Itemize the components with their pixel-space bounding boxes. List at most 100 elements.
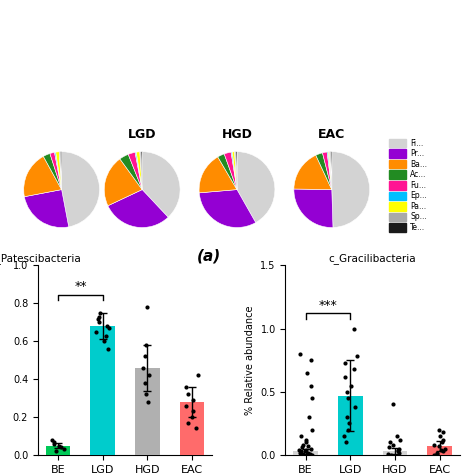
Point <box>48 436 56 444</box>
Point <box>298 432 305 440</box>
Bar <box>389 171 406 179</box>
Text: ***: *** <box>319 299 337 312</box>
Text: p_Patescibacteria: p_Patescibacteria <box>0 253 81 264</box>
Point <box>345 394 352 402</box>
Point <box>304 449 312 456</box>
Bar <box>389 181 406 190</box>
Text: Ep...: Ep... <box>410 191 427 201</box>
Wedge shape <box>236 152 237 190</box>
Point <box>389 441 397 449</box>
Point <box>296 449 304 456</box>
Bar <box>389 160 406 168</box>
Wedge shape <box>62 152 100 227</box>
Point <box>302 446 310 454</box>
Bar <box>389 223 406 232</box>
Wedge shape <box>237 152 275 223</box>
Wedge shape <box>135 152 142 190</box>
Point <box>389 401 396 408</box>
Point <box>302 436 310 444</box>
Point <box>433 450 441 457</box>
Point <box>182 383 190 391</box>
Title: HGD: HGD <box>221 128 253 141</box>
Point <box>341 359 348 366</box>
Point <box>394 447 401 455</box>
Point <box>396 436 403 444</box>
Text: Ac...: Ac... <box>410 170 427 179</box>
Wedge shape <box>331 152 332 190</box>
Point <box>184 419 192 427</box>
Wedge shape <box>128 152 142 190</box>
Point <box>50 438 57 446</box>
Point <box>57 444 65 451</box>
Wedge shape <box>294 189 333 228</box>
Text: Pa...: Pa... <box>410 202 426 211</box>
Wedge shape <box>199 190 255 228</box>
Point <box>100 337 108 345</box>
Point <box>299 444 306 451</box>
Wedge shape <box>328 152 332 190</box>
Point <box>96 309 104 317</box>
Point <box>395 449 403 456</box>
Wedge shape <box>43 154 62 190</box>
Point <box>95 315 102 322</box>
Wedge shape <box>104 159 142 206</box>
Point <box>55 442 63 449</box>
Point <box>95 319 103 326</box>
Point <box>303 369 311 377</box>
Wedge shape <box>232 152 237 190</box>
Point <box>308 451 316 459</box>
Point <box>394 446 402 454</box>
Text: (a): (a) <box>196 249 221 264</box>
Point <box>439 447 447 455</box>
Point <box>308 394 315 402</box>
Point <box>439 436 447 444</box>
Wedge shape <box>141 152 142 190</box>
Wedge shape <box>108 190 168 228</box>
Bar <box>46 446 71 455</box>
Point <box>351 365 358 373</box>
Wedge shape <box>224 152 237 190</box>
Point <box>296 350 304 358</box>
Point <box>182 402 190 410</box>
Bar <box>135 368 160 455</box>
Point <box>95 313 102 320</box>
Point <box>307 445 315 453</box>
Point <box>351 403 358 411</box>
Point <box>189 413 196 421</box>
Point <box>190 396 197 404</box>
Text: **: ** <box>74 280 87 293</box>
Point <box>190 408 197 415</box>
Point <box>441 445 448 453</box>
Point <box>104 345 111 353</box>
Bar <box>389 202 406 210</box>
Bar <box>293 451 318 455</box>
Bar <box>389 213 406 221</box>
Point <box>438 438 446 446</box>
Point <box>306 450 314 457</box>
Point <box>430 451 438 459</box>
Text: Sp...: Sp... <box>410 212 427 221</box>
Point <box>105 324 113 332</box>
Point <box>301 447 309 455</box>
Point <box>344 388 351 396</box>
Point <box>438 446 445 454</box>
Point <box>308 426 316 434</box>
Point <box>387 451 395 459</box>
Point <box>53 447 60 455</box>
Point <box>436 426 443 434</box>
Point <box>143 391 150 398</box>
Wedge shape <box>140 152 142 190</box>
Bar <box>180 402 204 455</box>
Title: c_Gracilibacteria: c_Gracilibacteria <box>329 253 417 264</box>
Point <box>385 444 393 451</box>
Point <box>347 382 355 389</box>
Wedge shape <box>218 154 237 190</box>
Point <box>437 432 444 440</box>
Point <box>300 441 307 449</box>
Wedge shape <box>322 152 332 190</box>
Wedge shape <box>329 152 332 190</box>
Text: Te...: Te... <box>410 223 425 232</box>
Wedge shape <box>24 156 62 197</box>
Point <box>139 364 146 372</box>
Text: Fu...: Fu... <box>410 181 426 190</box>
